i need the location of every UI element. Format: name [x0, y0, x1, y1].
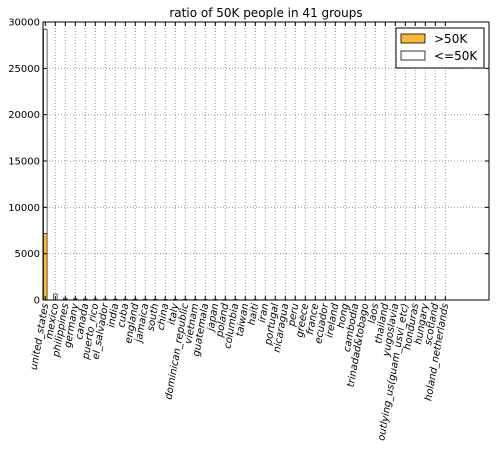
x-tick-label: peru — [286, 303, 301, 328]
x-tick-label: cuba — [116, 303, 131, 329]
x-tick-label: italy — [167, 302, 182, 326]
x-tick-label: laos — [367, 303, 381, 325]
legend-swatch — [400, 33, 426, 44]
x-tick-label: hong — [336, 303, 351, 330]
bar-gt50k — [43, 233, 48, 301]
x-axis: united_statesmexicophilippinesgermanycan… — [29, 22, 451, 442]
y-tick-label: 5000 — [15, 249, 40, 260]
y-tick-label: 10000 — [8, 203, 40, 214]
legend-swatch — [400, 50, 426, 61]
y-tick-label: 25000 — [8, 64, 40, 75]
x-tick-label: haiti — [247, 302, 262, 326]
y-tick-label: 0 — [34, 296, 40, 307]
x-tick-label: iran — [257, 303, 271, 324]
x-tick-label: south — [146, 303, 162, 332]
x-tick-label: france — [305, 303, 321, 336]
grid-lines — [43, 22, 489, 300]
x-tick-label: india — [106, 303, 121, 329]
y-tick-label: 30000 — [8, 18, 40, 29]
legend-label: >50K — [434, 32, 468, 46]
x-tick-label: china — [156, 303, 172, 332]
y-tick-label: 15000 — [8, 157, 40, 168]
legend: >50K <=50K — [395, 27, 485, 69]
x-tick-label: japan — [205, 303, 221, 334]
y-axis: 0 5000 10000 15000 20000 25000 30000 — [8, 18, 489, 307]
chart-title: ratio of 50K people in 41 groups — [169, 6, 362, 20]
bar-le50k — [43, 29, 48, 234]
legend-label: <=50K — [434, 49, 478, 63]
y-tick-label: 20000 — [8, 110, 40, 121]
